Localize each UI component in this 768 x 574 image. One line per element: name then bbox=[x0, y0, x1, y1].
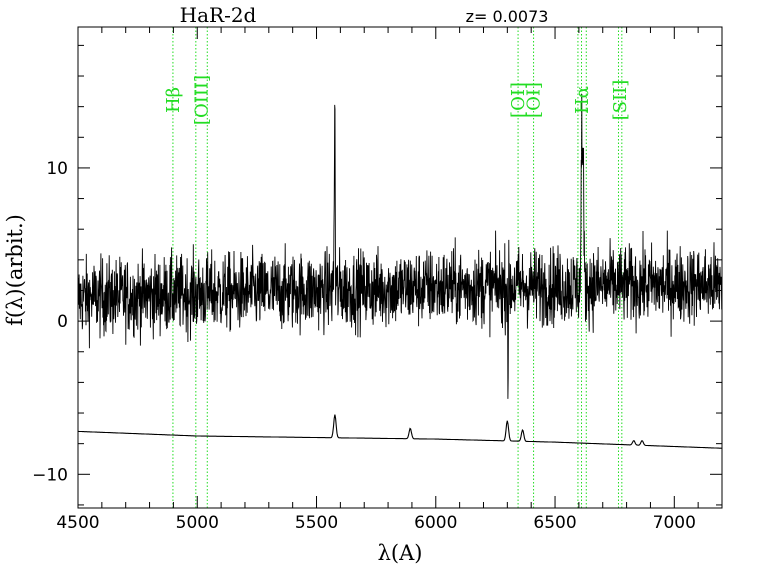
x-tick-label: 6000 bbox=[414, 513, 457, 533]
spectra bbox=[77, 93, 723, 449]
line-marker-label: [OI] bbox=[508, 82, 529, 118]
x-tick-label: 5000 bbox=[176, 513, 219, 533]
x-axis-label: λ(A) bbox=[378, 541, 423, 565]
line-marker-label: [OI] bbox=[524, 82, 545, 118]
line-marker-label: Hβ bbox=[163, 87, 184, 113]
x-tick-label: 5500 bbox=[295, 513, 338, 533]
y-axis-ticks: −10 0 10 bbox=[32, 44, 722, 506]
line-marker-label: [SII] bbox=[610, 80, 631, 121]
line-marker-label: [OIII] bbox=[192, 75, 213, 125]
x-tick-label: 6500 bbox=[533, 513, 576, 533]
x-tick-label: 7000 bbox=[653, 513, 696, 533]
x-tick-label: 4500 bbox=[56, 513, 99, 533]
redshift-label: z= 0.0073 bbox=[466, 7, 549, 26]
plot-frame bbox=[77, 26, 723, 509]
line-marker-label: Hα bbox=[572, 86, 593, 114]
sky-spectrum-line bbox=[78, 414, 723, 449]
y-tick-label: 10 bbox=[46, 159, 68, 179]
chart-title: HaR-2d bbox=[180, 3, 257, 27]
line-labels: Hβ [OIII] [OI][OI] Hα [SII] bbox=[163, 75, 631, 125]
object-spectrum-line bbox=[77, 93, 723, 399]
x-axis-ticks: 4500 5000 5500 6000 6500 7000 bbox=[56, 27, 723, 533]
y-tick-label: 0 bbox=[57, 312, 68, 332]
y-axis-label: f(λ)(arbit.) bbox=[3, 214, 27, 326]
y-tick-label: −10 bbox=[32, 465, 68, 485]
